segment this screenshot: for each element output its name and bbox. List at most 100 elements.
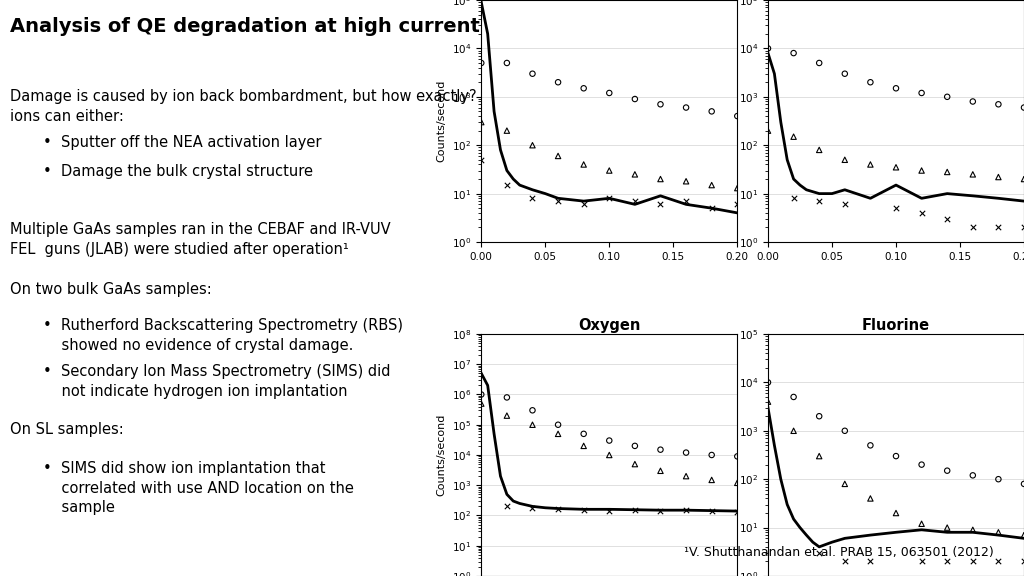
Point xyxy=(913,460,930,469)
Point xyxy=(837,69,853,78)
Point xyxy=(627,441,643,450)
Point xyxy=(703,450,720,460)
Point xyxy=(913,209,930,218)
Point xyxy=(965,170,981,179)
Point xyxy=(499,126,515,135)
Point xyxy=(888,84,904,93)
Point xyxy=(729,478,745,487)
Point xyxy=(550,151,566,161)
Point xyxy=(1016,557,1024,566)
Point xyxy=(627,196,643,206)
Point xyxy=(965,471,981,480)
Point xyxy=(1016,479,1024,488)
Point xyxy=(652,506,669,516)
Point xyxy=(601,194,617,203)
Point xyxy=(678,472,694,481)
Title: Fluorine: Fluorine xyxy=(862,318,930,333)
Text: On SL samples:: On SL samples: xyxy=(9,422,123,437)
Point xyxy=(939,168,955,177)
Point xyxy=(601,166,617,175)
Point xyxy=(785,426,802,435)
Point xyxy=(1016,103,1024,112)
Point xyxy=(862,494,879,503)
Point xyxy=(703,475,720,484)
Point xyxy=(678,506,694,515)
Point xyxy=(939,92,955,101)
Point xyxy=(965,557,981,566)
Point xyxy=(575,506,592,515)
Point xyxy=(811,548,827,558)
Point xyxy=(473,390,489,399)
Point xyxy=(760,397,776,406)
Point xyxy=(811,452,827,461)
Point xyxy=(575,200,592,209)
Point xyxy=(811,412,827,421)
Point xyxy=(678,196,694,206)
Point xyxy=(550,429,566,438)
Y-axis label: Counts/second: Counts/second xyxy=(436,414,446,496)
Text: •  Rutherford Backscattering Spectrometry (RBS)
    showed no evidence of crysta: • Rutherford Backscattering Spectrometry… xyxy=(43,318,403,353)
Point xyxy=(729,452,745,461)
Text: •  Damage the bulk crystal structure: • Damage the bulk crystal structure xyxy=(43,164,313,179)
Point xyxy=(652,445,669,454)
Point xyxy=(862,557,879,566)
Point xyxy=(550,420,566,429)
Point xyxy=(499,393,515,402)
Text: •  SIMS did show ion implantation that
    correlated with use AND location on t: • SIMS did show ion implantation that co… xyxy=(43,461,354,516)
Point xyxy=(473,118,489,127)
Point xyxy=(499,58,515,67)
Point xyxy=(939,557,955,566)
Point xyxy=(499,411,515,420)
Point xyxy=(524,420,541,429)
Point xyxy=(965,525,981,535)
Text: On two bulk GaAs samples:: On two bulk GaAs samples: xyxy=(9,282,211,297)
Y-axis label: Counts/second: Counts/second xyxy=(436,80,446,162)
Point xyxy=(550,78,566,87)
Point xyxy=(652,100,669,109)
Point xyxy=(862,78,879,87)
Point xyxy=(703,506,720,516)
Point xyxy=(678,177,694,186)
Point xyxy=(678,448,694,457)
Point xyxy=(888,452,904,461)
Point xyxy=(575,429,592,438)
Point xyxy=(524,69,541,78)
Point xyxy=(913,519,930,528)
Point xyxy=(862,441,879,450)
Point xyxy=(811,145,827,154)
Point xyxy=(990,528,1007,537)
Point xyxy=(627,170,643,179)
Point xyxy=(473,399,489,408)
Point xyxy=(913,166,930,175)
Point xyxy=(965,97,981,106)
Point xyxy=(837,557,853,566)
Point xyxy=(913,557,930,566)
Point xyxy=(888,509,904,518)
Point xyxy=(601,450,617,460)
Point xyxy=(652,175,669,184)
Point xyxy=(939,466,955,475)
Point xyxy=(575,160,592,169)
Title: Oxygen: Oxygen xyxy=(579,318,640,333)
Point xyxy=(965,223,981,232)
Point xyxy=(729,184,745,193)
Text: ¹V. Shutthanandan et al. PRAB 15, 063501 (2012): ¹V. Shutthanandan et al. PRAB 15, 063501… xyxy=(684,545,993,559)
Point xyxy=(524,406,541,415)
Point xyxy=(601,436,617,445)
Point xyxy=(729,200,745,209)
Point xyxy=(524,194,541,203)
Point xyxy=(678,103,694,112)
Point xyxy=(499,180,515,190)
Point xyxy=(785,132,802,141)
Point xyxy=(888,162,904,172)
Point xyxy=(499,502,515,511)
Point xyxy=(652,200,669,209)
Point xyxy=(729,507,745,517)
Point xyxy=(627,94,643,104)
Point xyxy=(550,505,566,514)
Point xyxy=(811,196,827,206)
Text: Damage is caused by ion back bombardment, but how exactly? The
ions can either:: Damage is caused by ion back bombardment… xyxy=(9,89,508,124)
Point xyxy=(729,112,745,121)
Point xyxy=(703,203,720,213)
Point xyxy=(627,506,643,515)
